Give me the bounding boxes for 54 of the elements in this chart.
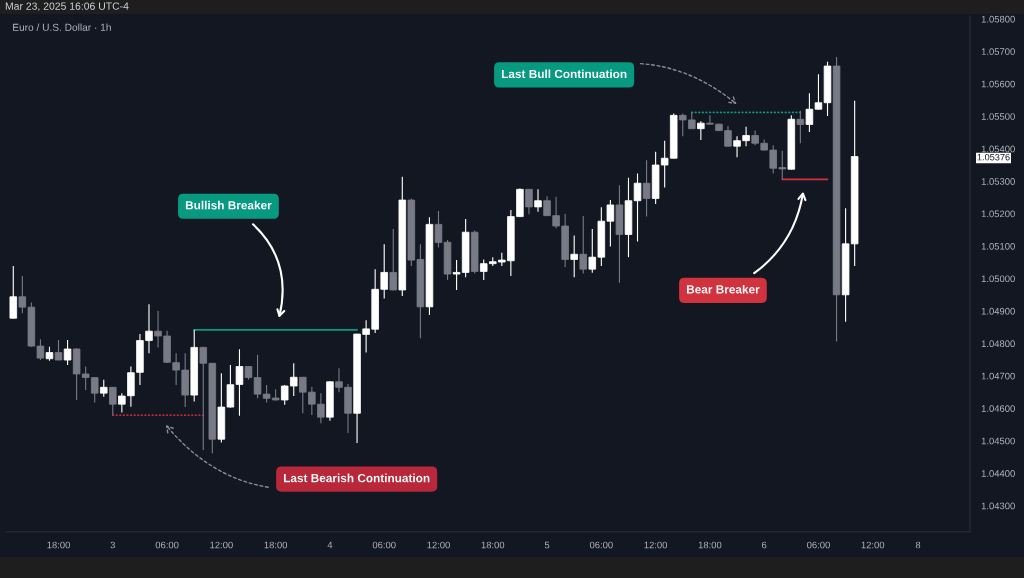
x-tick-label: 06:00	[372, 541, 396, 549]
candlestick	[434, 210, 443, 248]
candlestick	[9, 265, 18, 320]
y-tick-label: 1.04700	[981, 372, 1015, 380]
y-tick-label: 1.04500	[981, 437, 1015, 445]
text: Last Bearish Continuation	[283, 473, 430, 483]
y-tick-label: 1.05500	[981, 113, 1015, 120]
text: 1.05376	[977, 153, 1010, 161]
candlestick	[633, 172, 642, 243]
candlestick	[534, 188, 542, 213]
y-tick-label: 1.04400	[981, 470, 1015, 477]
x-tick-label: 4	[327, 541, 333, 549]
candlestick	[570, 234, 578, 278]
x-tick-label: 18:00	[264, 541, 288, 549]
x-tick-label: 18:00	[47, 541, 70, 549]
text: Bear Breaker	[686, 284, 760, 294]
x-tick-label: 12:00	[210, 541, 233, 549]
candlestick	[54, 339, 63, 361]
y-tick-label: 1.05600	[981, 80, 1015, 88]
x-tick-label: 18:00	[698, 541, 722, 549]
y-tick-label: 1.04900	[981, 307, 1015, 315]
candlestick	[109, 386, 117, 416]
y-tick-label: 1.04300	[981, 502, 1015, 510]
candlestick	[796, 110, 805, 144]
x-tick-label: 6	[762, 541, 767, 549]
x-tick-label: 3	[110, 541, 116, 549]
y-tick-label: 1.05000	[981, 275, 1015, 283]
candlestick	[389, 228, 398, 292]
y-tick-label: 1.05700	[981, 48, 1015, 55]
text: Mar 23, 2025 16:06 UTC-4	[5, 2, 129, 12]
y-tick-label: 1.05200	[981, 210, 1015, 218]
x-tick-label: 06:00	[589, 541, 613, 549]
y-tick-label: 1.05100	[981, 242, 1015, 250]
x-tick-label: 5	[544, 541, 550, 549]
x-tick-label: 12:00	[427, 541, 450, 549]
candlestick	[697, 120, 705, 141]
text: Last Bull Continuation	[501, 69, 627, 79]
x-tick-label: 12:00	[861, 541, 885, 549]
candlestick	[579, 215, 588, 274]
text: Euro / U.S. Dollar · 1h	[13, 23, 111, 31]
y-tick-label: 1.04600	[981, 405, 1015, 412]
x-tick-label: 8	[915, 541, 921, 549]
text: Bullish Breaker	[185, 200, 272, 210]
x-tick-label: 18:00	[481, 541, 505, 549]
y-tick-label: 1.04800	[981, 340, 1015, 348]
candlestick	[642, 159, 651, 218]
x-tick-label: 06:00	[807, 541, 830, 549]
y-tick-label: 1.05300	[981, 178, 1015, 185]
y-tick-label: 1.05800	[981, 15, 1015, 23]
y-tick-label: 1.05400	[981, 145, 1015, 153]
x-tick-label: 12:00	[644, 541, 668, 549]
candlestick	[63, 339, 72, 366]
x-tick-label: 06:00	[155, 541, 179, 549]
candlestick	[525, 188, 533, 215]
